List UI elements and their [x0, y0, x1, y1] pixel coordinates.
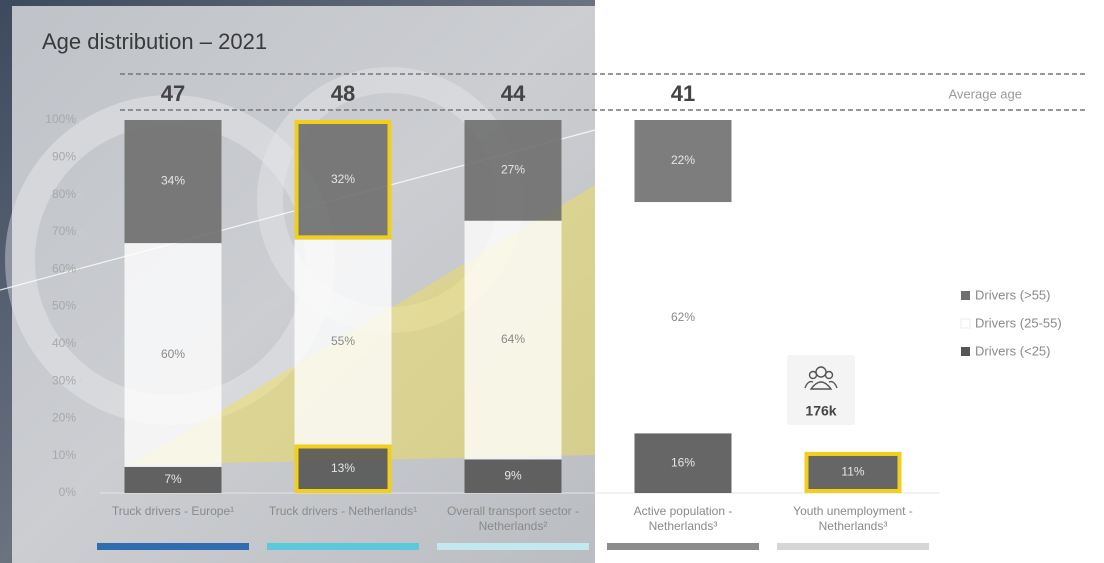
data-label: 64% — [501, 332, 525, 346]
data-label: 13% — [331, 461, 355, 475]
data-label: 27% — [501, 163, 525, 177]
legend-label: Drivers (<25) — [975, 343, 1051, 358]
y-tick-label: 20% — [52, 411, 76, 425]
bar-segment — [294, 239, 392, 445]
x-tick-label: Truck drivers - Netherlands¹ — [268, 504, 418, 518]
bar-segment — [634, 433, 732, 493]
x-tick-label: Overall transport sector - Netherlands² — [446, 504, 580, 533]
annotation-box — [787, 355, 855, 425]
average-age: 44 — [501, 81, 526, 106]
bar-segment — [634, 120, 732, 203]
y-tick-label: 30% — [52, 373, 76, 387]
data-label: 9% — [504, 468, 522, 482]
data-label: 55% — [331, 334, 355, 348]
data-label: 60% — [161, 347, 185, 361]
bar-segment — [464, 120, 562, 221]
data-label: 62% — [671, 310, 695, 324]
bar-segment — [124, 120, 222, 244]
bar-segment — [804, 451, 902, 493]
data-label: 11% — [841, 465, 864, 479]
bar-segment — [634, 202, 732, 434]
x-tick-label: Active population - Netherlands³ — [633, 504, 733, 533]
x-tick-label: Youth unemployment - Netherlands³ — [793, 504, 913, 533]
legend-swatch — [961, 347, 970, 356]
category-strip — [97, 543, 249, 550]
y-tick-label: 100% — [45, 112, 76, 126]
category-strip — [777, 543, 929, 550]
y-tick-label: 0% — [59, 485, 77, 499]
bar-segment — [294, 120, 392, 240]
highlight-box — [804, 451, 902, 493]
data-label: 22% — [671, 153, 695, 167]
category-strip — [437, 543, 589, 550]
y-tick-label: 60% — [52, 261, 76, 275]
y-tick-label: 50% — [52, 299, 76, 313]
average-age: 41 — [671, 81, 695, 106]
highlight-box — [294, 444, 392, 494]
bar-segment — [294, 444, 392, 493]
data-label: 16% — [671, 455, 695, 469]
chart-title: Age distribution – 2021 — [42, 29, 267, 54]
bar-segment — [124, 243, 222, 467]
bar-segment — [124, 466, 222, 493]
data-label: 7% — [164, 472, 182, 486]
y-tick-label: 70% — [52, 224, 76, 238]
highlight-box — [294, 120, 392, 240]
y-tick-label: 10% — [52, 448, 76, 462]
legend-label: Drivers (25-55) — [975, 315, 1062, 330]
annotation: 176k — [805, 403, 836, 419]
average-age: 48 — [331, 81, 355, 106]
bar-segment — [464, 459, 562, 493]
average-age: 47 — [161, 81, 185, 106]
category-strip — [267, 543, 419, 550]
y-tick-label: 80% — [52, 187, 76, 201]
people-icon — [804, 366, 838, 390]
data-label: 34% — [161, 174, 185, 188]
y-tick-label: 40% — [52, 336, 76, 350]
legend-swatch — [960, 318, 971, 329]
data-label: 32% — [331, 172, 355, 186]
legend-label: Drivers (>55) — [975, 287, 1051, 302]
x-tick-label: Truck drivers - Europe¹ — [111, 504, 235, 518]
y-tick-label: 90% — [52, 149, 76, 163]
legend-swatch — [961, 291, 970, 300]
category-strip — [607, 543, 759, 550]
bar-segment — [464, 220, 562, 460]
average-age-label: Average age — [949, 86, 1023, 101]
